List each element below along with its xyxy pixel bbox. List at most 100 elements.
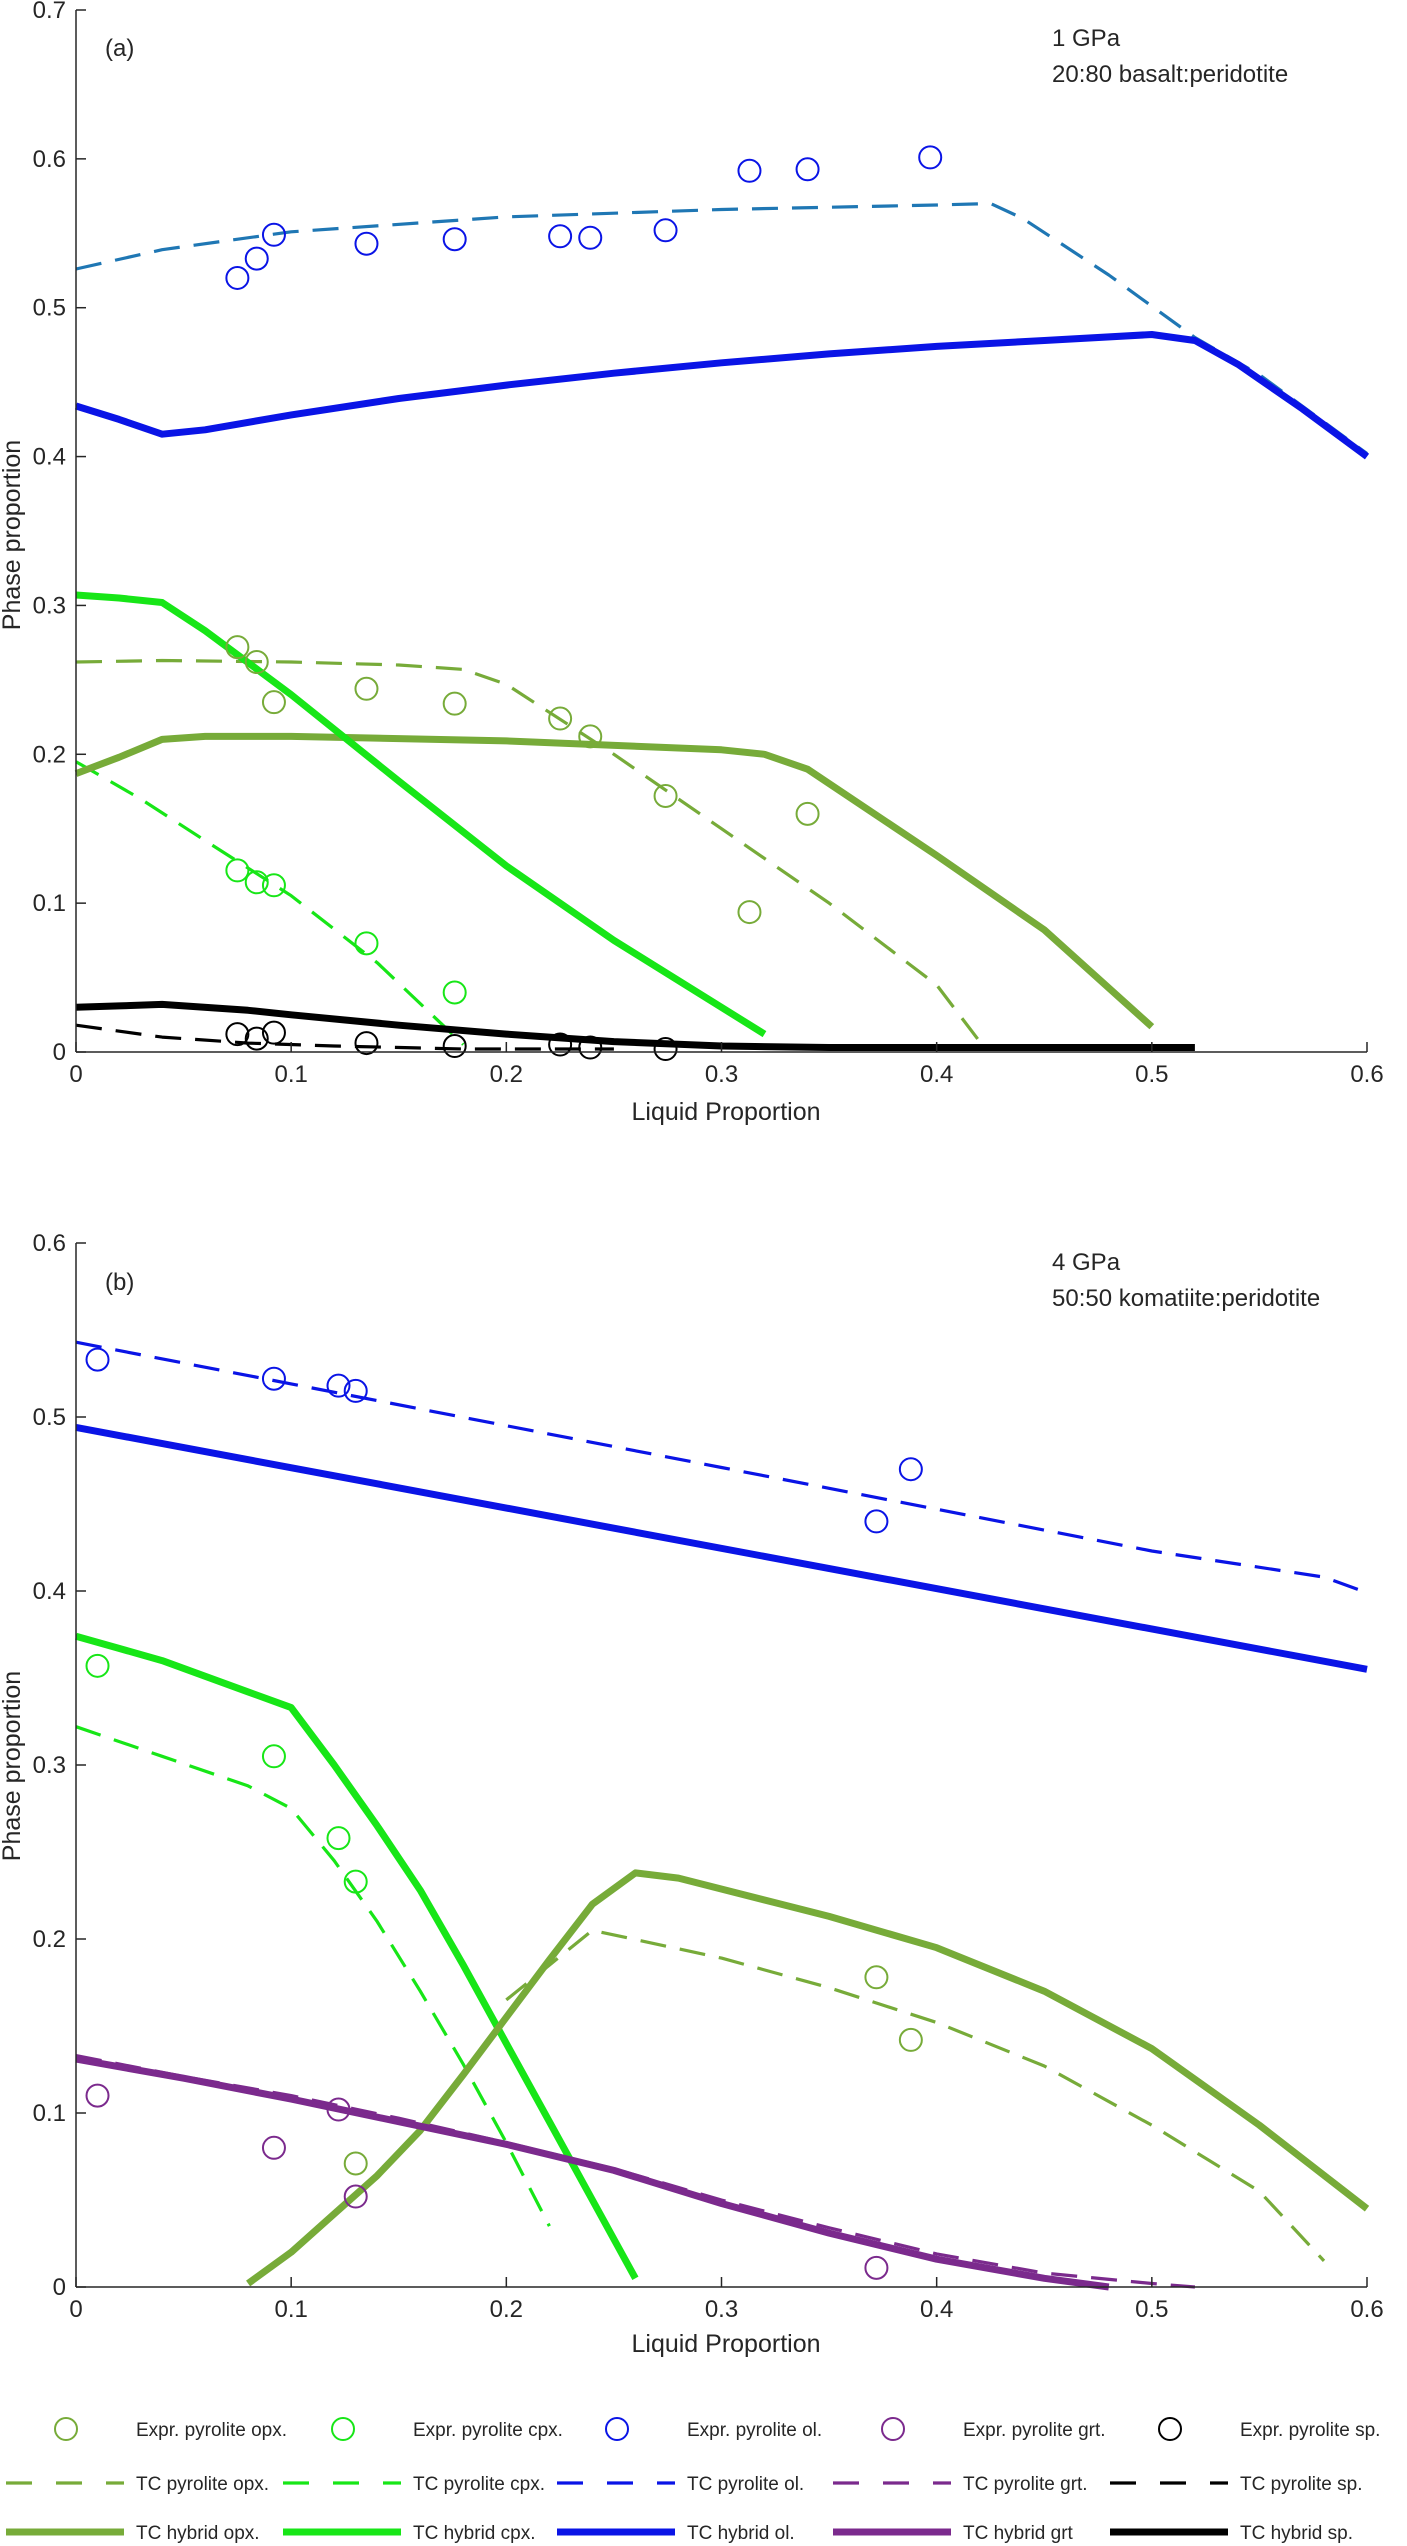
panel-b-tc_hyb_grt-line (75, 2055, 1110, 2291)
panel-a-exp_opx-point-0 (225, 635, 250, 660)
panel-a-tc_hyb_ol-line (74, 331, 1370, 460)
panel-b-x-tick-label-3: 0.3 (705, 2296, 738, 2323)
panel-a-exp_sp-point-1 (244, 1026, 269, 1051)
panel-a-exp_cpx-point-3 (354, 931, 379, 956)
panel-b-y-tick-label-3: 0.3 (33, 1752, 66, 1779)
panel-a-exp_cpx-point-4 (442, 980, 467, 1005)
panel-a-exp_opx-point-3 (354, 676, 379, 701)
legend-tc-hybrid-ol-label: TC hybrid ol. (687, 2523, 795, 2544)
panel-b-y-tick-label-0: 0 (53, 2274, 66, 2301)
panel-a-exp_sp-point-0 (225, 1022, 250, 1047)
panel-a-x-tick-label-5: 0.5 (1135, 1061, 1168, 1088)
panel-b-y-axis-label: Phase proportion (0, 1671, 26, 1861)
panel-a-exp_sp-point-4 (442, 1034, 467, 1059)
panel-a-exp_ol-point-7 (653, 218, 678, 243)
legend-tc-hybrid-opx-label: TC hybrid opx. (136, 2523, 260, 2544)
panel-a-exp_opx-point-4 (442, 691, 467, 716)
legend-tc-hybrid-sp-label: TC hybrid sp. (1240, 2523, 1353, 2544)
panel-a-exp_ol-point-8 (737, 158, 762, 183)
panel-a-y-tick-label-1: 0.1 (33, 890, 66, 917)
panel-b-y-tick-label-5: 0.5 (33, 1404, 66, 1431)
legend-expr-pyrolite-opx-label: Expr. pyrolite opx. (136, 2420, 287, 2441)
legend-tc-pyrolite-opx-label: TC pyrolite opx. (136, 2474, 269, 2495)
legend-expr-pyrolite-grt-label: Expr. pyrolite grt. (963, 2420, 1106, 2441)
legend-expr-pyrolite-ol-marker (605, 2417, 629, 2441)
panel-b-tc_hyb_ol-line (75, 1423, 1368, 1673)
legend-tc-pyrolite-cpx-label: TC pyrolite cpx. (413, 2474, 545, 2495)
panel-a-annotation-pressure: 1 GPa (1052, 25, 1121, 52)
panel-a-exp_cpx-point-1 (244, 870, 269, 895)
panel-a-x-tick-label-4: 0.4 (920, 1061, 953, 1088)
panel-b-exp_ol-point-0 (85, 1347, 110, 1372)
panel-b-exp_opx-point-0 (343, 2151, 368, 2176)
panel-a-exp_cpx-point-2 (261, 873, 286, 898)
panel-b-chart: (b) 4 GPa 50:50 komatiite:peridotite Liq… (0, 1230, 1384, 2358)
legend-tc-hybrid-cpx-label: TC hybrid cpx. (413, 2523, 535, 2544)
panel-a-exp_opx-point-7 (653, 783, 678, 808)
legend-expr-pyrolite-opx-marker (54, 2417, 78, 2441)
panel-a-y-tick-label-4: 0.4 (33, 444, 66, 471)
panel-b-exp_grt-point-1 (261, 2135, 286, 2160)
panel-a-y-axis-label: Phase proportion (0, 440, 26, 630)
panel-b-annotation-mixture: 50:50 komatiite:peridotite (1052, 1285, 1320, 1312)
legend-expr-pyrolite-sp-label: Expr. pyrolite sp. (1240, 2420, 1380, 2441)
panel-b-annotation-pressure: 4 GPa (1052, 1249, 1121, 1276)
panel-b-y-tick-label-1: 0.1 (33, 2100, 66, 2127)
panel-b-label: (b) (105, 1269, 134, 1296)
panel-a-tc_hyb_cpx-line (75, 591, 767, 1038)
panel-a-exp_opx-point-9 (795, 801, 820, 826)
legend-expr-pyrolite-cpx-marker (331, 2417, 355, 2441)
panel-b-exp_cpx-point-0 (85, 1653, 110, 1678)
panel-a-exp_opx-point-5 (548, 706, 573, 731)
legend-tc-hybrid-grt-label: TC hybrid grt (963, 2523, 1074, 2544)
panel-a-exp_opx-point-6 (578, 724, 603, 749)
panel-b-y-tick-label-2: 0.2 (33, 1926, 66, 1953)
panel-b-exp_ol-point-5 (898, 1457, 923, 1482)
panel-a-exp_opx-point-1 (244, 649, 269, 674)
legend-tc-pyrolite-grt-label: TC pyrolite grt. (963, 2474, 1088, 2495)
panel-a-exp_sp-point-6 (578, 1035, 603, 1060)
panel-b-x-tick-label-4: 0.4 (920, 2296, 953, 2323)
panel-a-exp_ol-point-1 (244, 246, 269, 271)
panel-a-exp_ol-point-2 (261, 222, 286, 247)
panel-a-y-tick-label-3: 0.3 (33, 592, 66, 619)
panel-a-x-tick-label-1: 0.1 (274, 1061, 307, 1088)
panel-b-exp_cpx-point-3 (343, 1869, 368, 1894)
panel-a-annotation-mixture: 20:80 basalt:peridotite (1052, 61, 1288, 88)
panel-b-exp_grt-point-0 (85, 2083, 110, 2108)
panel-a-y-tick-label-5: 0.5 (33, 295, 66, 322)
panel-a-x-tick-label-0: 0 (69, 1061, 82, 1088)
legend-tc-pyrolite-sp-label: TC pyrolite sp. (1240, 2474, 1362, 2495)
panel-b-x-tick-label-6: 0.6 (1350, 2296, 1383, 2323)
legend-expr-pyrolite-grt-marker (881, 2417, 905, 2441)
panel-a-x-tick-label-6: 0.6 (1350, 1061, 1383, 1088)
panel-b-exp_ol-point-3 (343, 1378, 368, 1403)
panel-b-exp_opx-point-1 (864, 1965, 889, 1990)
panel-b-exp_grt-point-3 (343, 2184, 368, 2209)
panel-a-y-tick-label-2: 0.2 (33, 741, 66, 768)
panel-a-y-tick-label-7: 0.7 (33, 0, 66, 24)
panel-a-exp_opx-point-8 (737, 900, 762, 925)
panel-a-exp_ol-point-10 (918, 145, 943, 170)
panel-a-y-tick-label-6: 0.6 (33, 146, 66, 173)
panel-b-tc_pyr_opx-line (505, 1928, 1326, 2262)
panel-b-exp_grt-point-2 (326, 2097, 351, 2122)
panel-b-exp_grt-point-4 (864, 2255, 889, 2280)
panel-b-tc_pyr_ol-line (75, 1340, 1368, 1595)
panel-b-tc_pyr_cpx-line (75, 1725, 551, 2227)
legend-tc-pyrolite-ol-label: TC pyrolite ol. (687, 2474, 804, 2495)
panel-a-exp_ol-point-5 (548, 224, 573, 249)
panel-a-exp_sp-point-7 (653, 1037, 678, 1062)
panel-a-exp_ol-point-6 (578, 225, 603, 250)
panel-b-exp_cpx-point-2 (326, 1826, 351, 1851)
panel-a-exp_ol-point-9 (795, 157, 820, 182)
panel-b-y-tick-label-4: 0.4 (33, 1578, 66, 1605)
panel-a-tc_hyb_opx-line (74, 732, 1155, 1030)
panel-a-x-tick-label-3: 0.3 (705, 1061, 738, 1088)
legend: Expr. pyrolite opx. Expr. pyrolite cpx. Ex… (6, 2417, 1380, 2544)
panel-b-exp_ol-point-4 (864, 1509, 889, 1534)
panel-a-x-tick-label-2: 0.2 (490, 1061, 523, 1088)
panel-b-exp_opx-point-2 (898, 2027, 923, 2052)
panel-b-x-tick-label-2: 0.2 (490, 2296, 523, 2323)
